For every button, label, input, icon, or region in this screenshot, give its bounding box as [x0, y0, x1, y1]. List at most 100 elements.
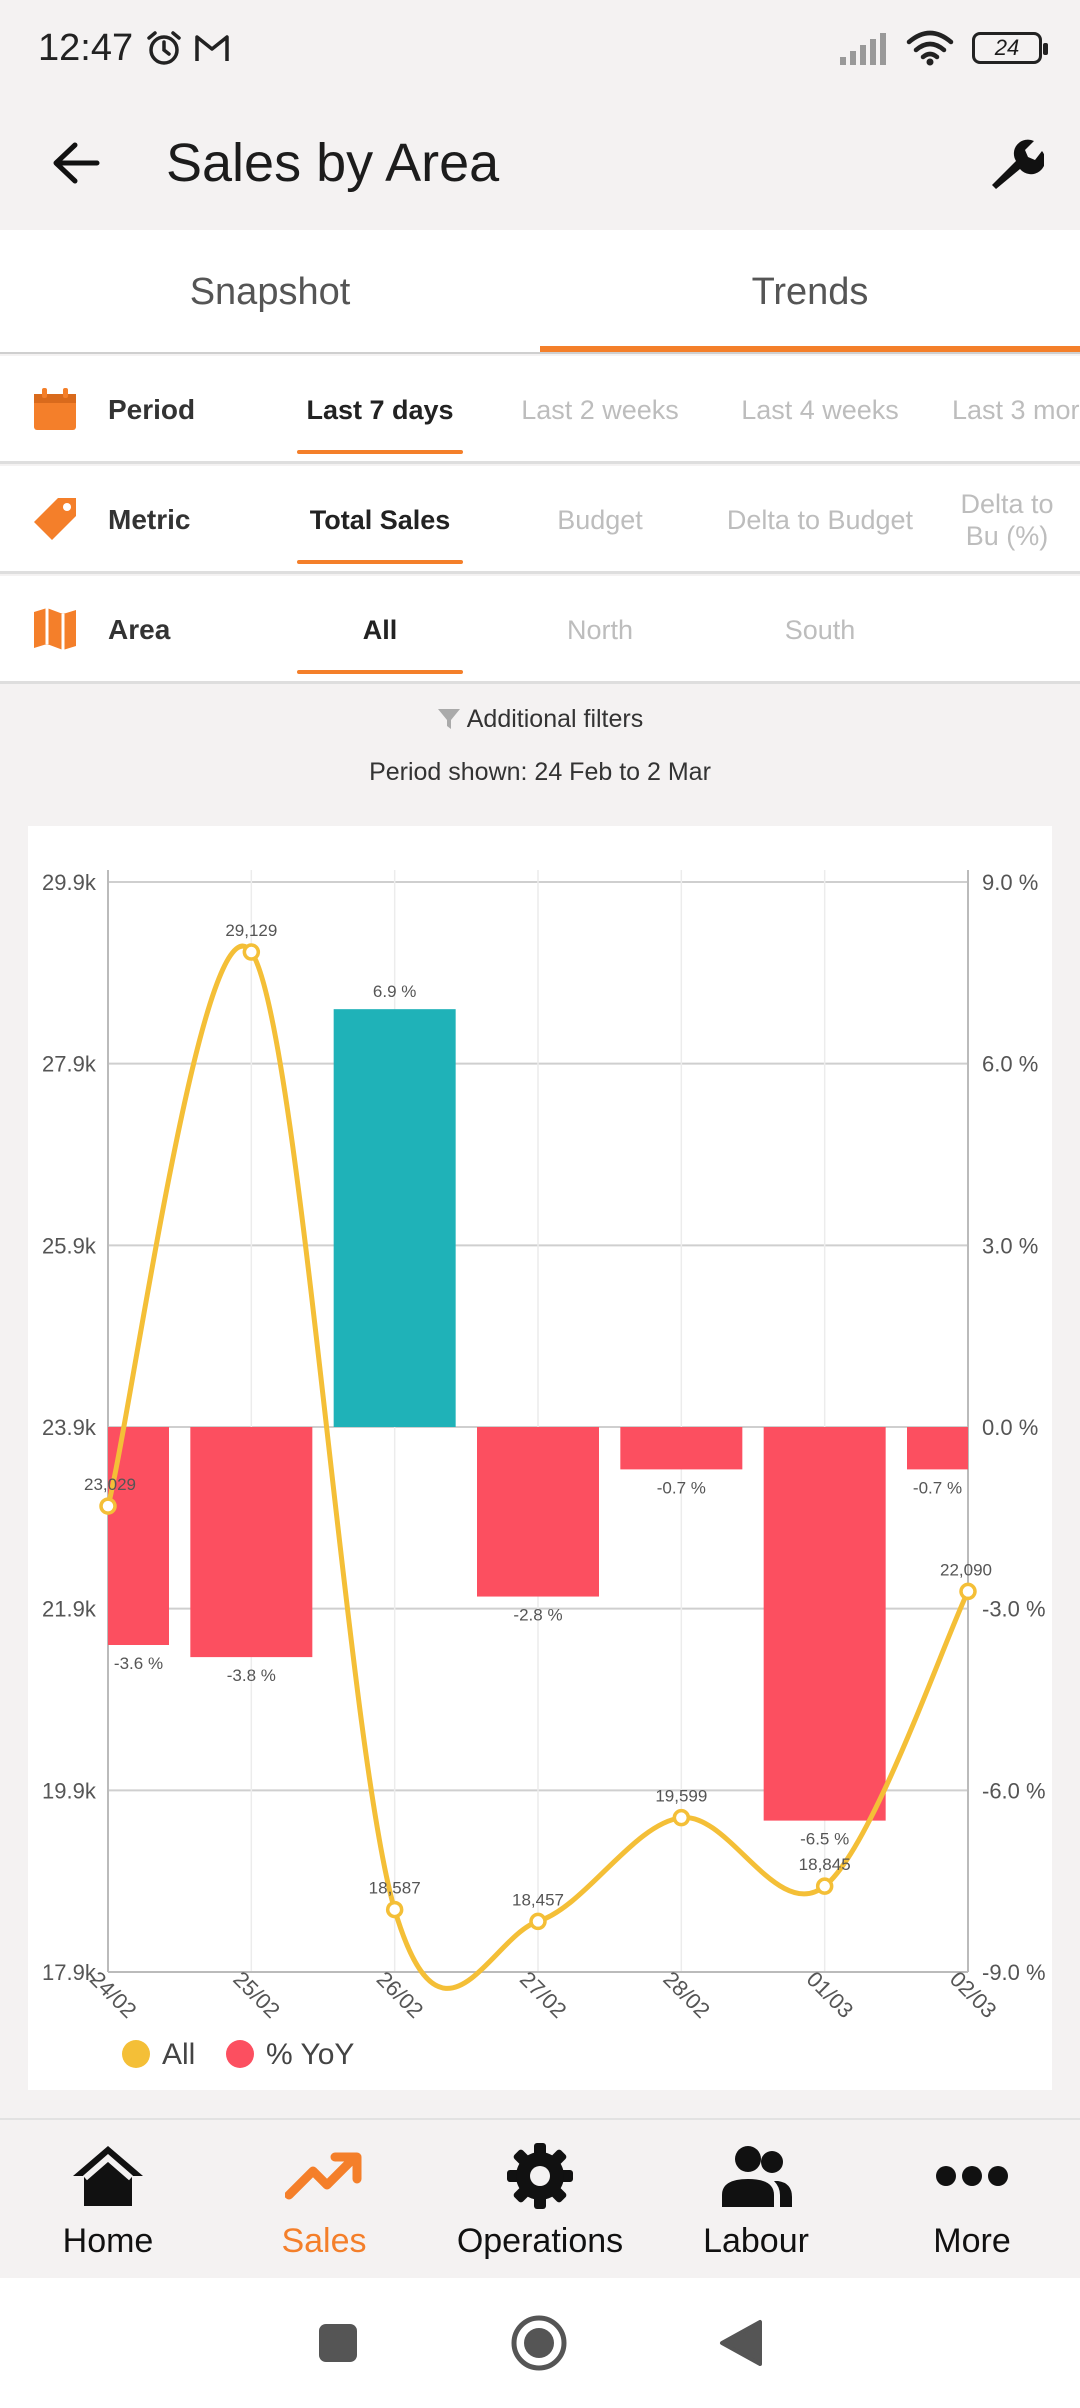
home-icon: [73, 2145, 143, 2206]
all-series-point: [99, 1497, 117, 1515]
home-circle-icon[interactable]: [510, 2314, 568, 2372]
people-icon: [722, 2145, 792, 2207]
left-axis-tick-label: 27.9k: [42, 1052, 97, 1077]
yoy-bar: [907, 1427, 968, 1470]
yoy-bar-label: -3.8 %: [227, 1666, 276, 1685]
all-series-point: [385, 1900, 404, 1919]
all-series-point: [529, 1912, 547, 1931]
yoy-bar-label: -0.7 %: [657, 1478, 706, 1497]
right-axis-tick-label: 9.0 %: [982, 870, 1038, 895]
metric-option-delta-to-budget[interactable]: Delta to Budget: [726, 504, 914, 535]
yoy-bar: [477, 1427, 599, 1597]
all-series-point: [815, 1877, 834, 1895]
all-series-line: [105, 943, 971, 1991]
all-series-point-label: 18,845: [799, 1855, 851, 1874]
left-axis-tick-label: 23.9k: [42, 1415, 97, 1440]
metric-option-budget[interactable]: Budget: [557, 504, 643, 535]
period-label: Period: [108, 394, 196, 425]
nav-more-label: More: [933, 2221, 1011, 2260]
left-axis-tick-label: 19.9k: [42, 1778, 97, 1803]
calendar-icon: [34, 388, 76, 430]
x-axis-tick-label: 28/02: [658, 1966, 715, 2023]
nav-labour[interactable]: Labour: [648, 2120, 864, 2278]
additional-filters-button[interactable]: Additional filters: [0, 694, 1080, 744]
nav-operations[interactable]: Operations: [432, 2120, 648, 2278]
legend-label-yoy: % YoY: [266, 2038, 354, 2071]
area-label: Area: [108, 614, 171, 645]
x-axis-tick-label: 01/03: [802, 1966, 859, 2023]
all-series-point: [672, 1808, 691, 1827]
metric-option-delta-to-budget-percent[interactable]: Delta to Bu (%): [960, 488, 1054, 551]
yoy-bar-label: -3.6 %: [114, 1654, 163, 1673]
area-option-south[interactable]: South: [784, 614, 856, 645]
alarm-icon: [147, 31, 181, 65]
area-option-north[interactable]: North: [566, 614, 634, 645]
metric-option-total-sales[interactable]: Total Sales: [270, 466, 490, 571]
all-series-point-label: 22,090: [940, 1560, 992, 1579]
sales-trend-chart: 17.9k 19.9k 21.9k 23.9k 25.9k 27.9k 29.9k -9.0 …: [28, 826, 1052, 2090]
all-series-point-label: 18,587: [369, 1879, 421, 1898]
right-axis-tick-label: 0.0 %: [982, 1415, 1038, 1440]
all-series-point-label: 18,457: [512, 1890, 564, 1909]
tag-icon: [34, 498, 76, 540]
nav-operations-label: Operations: [456, 2221, 624, 2260]
nav-sales[interactable]: Sales: [216, 2120, 432, 2278]
nav-home[interactable]: Home: [0, 2120, 216, 2278]
left-axis-tick-label: 29.9k: [42, 870, 97, 895]
yoy-bar: [190, 1427, 313, 1658]
status-bar: 12:47 24: [0, 0, 1080, 96]
gmail-icon: [195, 35, 229, 61]
period-option-last-2-weeks[interactable]: Last 2 weeks: [521, 394, 679, 425]
nav-home-label: Home: [62, 2221, 154, 2260]
yoy-bar-label: -6.5 %: [800, 1830, 849, 1849]
x-axis-tick-label: 24/02: [85, 1966, 142, 2023]
area-filter-row: Area All North South: [0, 576, 1080, 684]
metric-filter-row: Metric Total Sales Budget Delta to Budge…: [0, 466, 1080, 574]
period-filter-row: Period Last 7 days Last 2 weeks Last 4 w…: [0, 356, 1080, 464]
area-option-all[interactable]: All: [270, 576, 490, 681]
x-axis-tick-label: 27/02: [515, 1966, 572, 2023]
yoy-bar-label: -0.7 %: [913, 1478, 962, 1497]
period-shown-text: Period shown: 24 Feb to 2 Mar: [369, 757, 711, 786]
all-series-point-label: 19,599: [655, 1787, 707, 1806]
right-axis-tick-label: 6.0 %: [982, 1052, 1038, 1077]
wrench-icon: [992, 139, 1044, 189]
more-dots-icon: [936, 2165, 1008, 2186]
right-axis-tick-label: -3.0 %: [982, 1597, 1046, 1622]
wifi-icon: [906, 30, 954, 66]
chart-svg: 17.9k 19.9k 21.9k 23.9k 25.9k 27.9k 29.9k -9.0 …: [42, 870, 1046, 2071]
right-axis-tick-label: 3.0 %: [982, 1233, 1038, 1258]
funnel-icon: [437, 709, 460, 729]
settings-wrench-button[interactable]: [974, 123, 1054, 203]
nav-more[interactable]: More: [864, 2120, 1080, 2278]
right-axis-tick-label: -6.0 %: [982, 1778, 1046, 1803]
period-option-last-7-days[interactable]: Last 7 days: [270, 356, 490, 461]
page-title: Sales by Area: [166, 133, 500, 193]
tab-snapshot[interactable]: Snapshot: [189, 270, 351, 313]
battery-indicator: 24: [972, 32, 1048, 64]
all-series-point: [959, 1582, 977, 1601]
x-axis-tick-label: 25/02: [228, 1966, 285, 2023]
tab-trends[interactable]: Trends: [540, 230, 1080, 354]
left-axis-tick-label: 25.9k: [42, 1233, 97, 1258]
nav-labour-label: Labour: [703, 2221, 809, 2260]
view-tabs: Snapshot Trends: [0, 230, 1080, 354]
additional-filters-label: Additional filters: [466, 704, 644, 733]
system-navigation-bar: [0, 2278, 1080, 2408]
recents-square-icon[interactable]: [316, 2321, 360, 2365]
signal-icon: [840, 33, 886, 65]
period-option-last-4-weeks[interactable]: Last 4 weeks: [741, 394, 899, 425]
all-series-point-label: 29,129: [225, 921, 277, 940]
left-axis-tick-label: 17.9k: [42, 1960, 97, 1985]
yoy-bar-label: -2.8 %: [513, 1606, 562, 1625]
legend-swatch-all: [122, 2040, 150, 2068]
arrow-back-icon: [53, 142, 100, 184]
status-time: 12:47: [38, 26, 134, 69]
period-option-last-3-months[interactable]: Last 3 mor: [952, 394, 1080, 425]
back-triangle-icon[interactable]: [718, 2318, 764, 2368]
x-axis-tick-label: 26/02: [372, 1966, 429, 2023]
back-button[interactable]: [36, 123, 116, 203]
legend-swatch-yoy: [226, 2040, 254, 2068]
gear-icon: [507, 2142, 573, 2209]
trending-up-icon: [285, 2152, 362, 2199]
